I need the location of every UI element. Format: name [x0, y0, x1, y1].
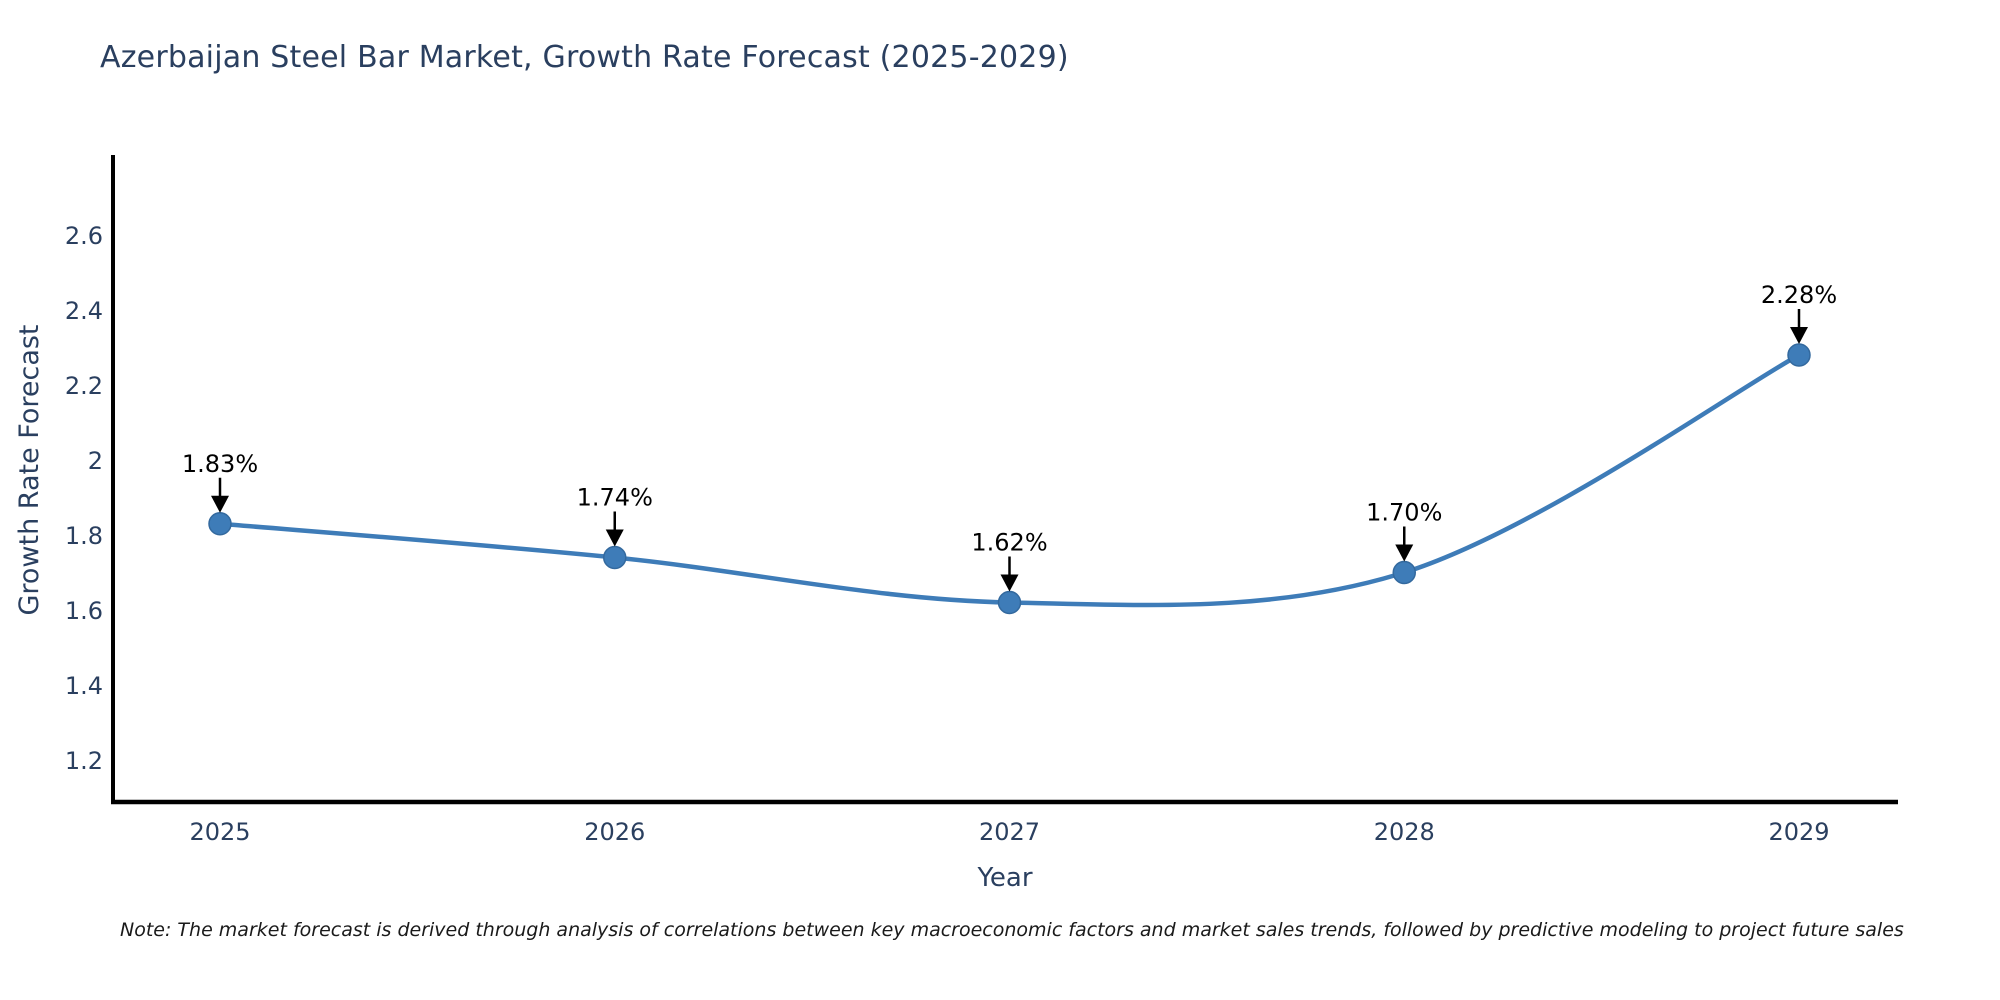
x-tick-label: 2029 [1768, 818, 1829, 846]
x-tick-label: 2027 [979, 818, 1040, 846]
y-tick-label: 1.2 [65, 747, 103, 775]
y-tick-label: 1.8 [65, 522, 103, 550]
annotation-label: 1.70% [1366, 499, 1442, 527]
x-tick-label: 2025 [189, 818, 250, 846]
x-tick-label: 2026 [584, 818, 645, 846]
x-axis-title: Year [976, 863, 1032, 893]
y-tick-label: 1.4 [65, 672, 103, 700]
annotation-label: 2.28% [1761, 281, 1837, 309]
x-tick-label: 2028 [1374, 818, 1435, 846]
annotation-arrowhead [605, 529, 624, 547]
data-point-2025 [208, 512, 232, 536]
annotation-arrowhead [211, 495, 229, 513]
data-point-2026 [603, 545, 627, 570]
y-tick-label: 2 [88, 447, 103, 475]
y-tick-label: 1.6 [65, 597, 103, 625]
y-tick-label: 2.4 [65, 297, 103, 325]
footnote-text: Note: The market forecast is derived thr… [120, 919, 1904, 941]
data-point-2028 [1392, 560, 1416, 585]
annotation-arrowhead [1790, 327, 1808, 344]
chart-title: Azerbaijan Steel Bar Market, Growth Rate… [100, 40, 1069, 75]
y-axis-title: Growth Rate Forecast [14, 324, 45, 615]
annotation-label: 1.74% [577, 484, 653, 512]
annotation-label: 1.62% [971, 529, 1047, 557]
annotation-label: 1.83% [182, 450, 258, 478]
data-point-2029 [1787, 343, 1811, 367]
data-point-2027 [997, 590, 1022, 615]
annotation-arrowhead [1000, 574, 1019, 592]
annotation-arrowhead [1395, 544, 1414, 562]
y-tick-label: 2.6 [65, 222, 103, 250]
y-tick-label: 2.2 [65, 372, 103, 400]
